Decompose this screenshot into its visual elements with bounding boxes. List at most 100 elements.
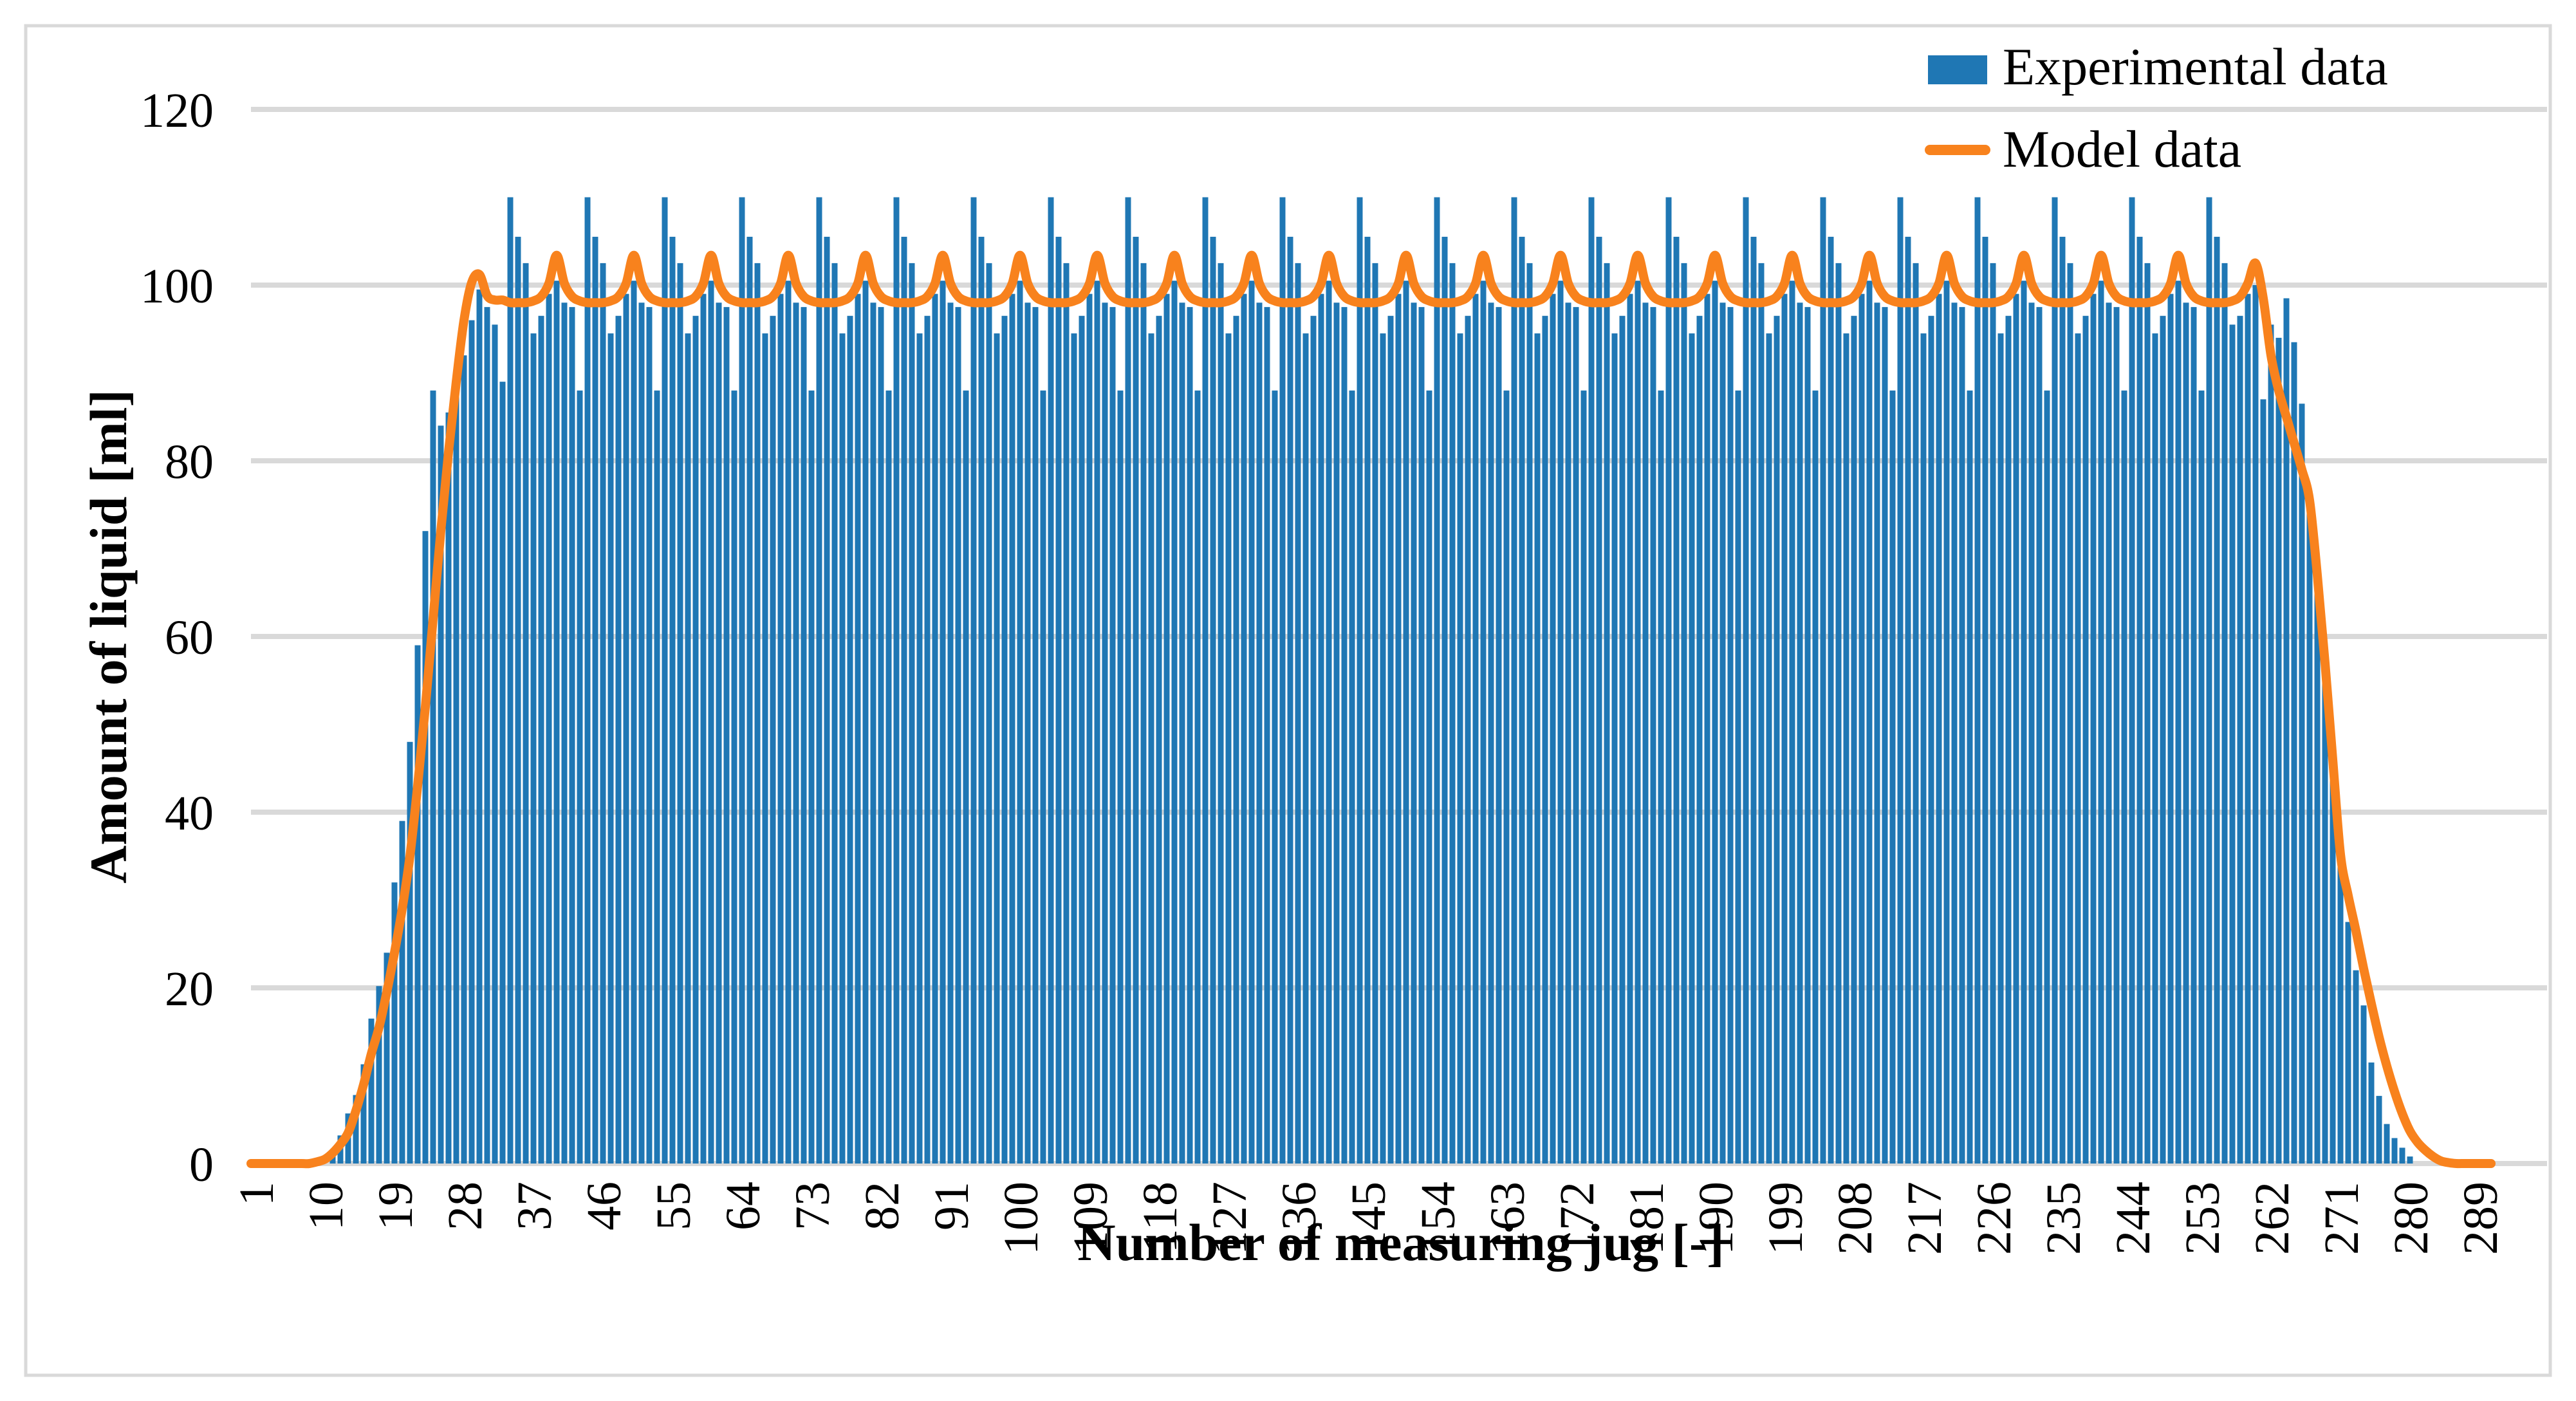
bar xyxy=(2013,293,2019,1164)
bar xyxy=(932,293,938,1164)
bar xyxy=(2214,236,2220,1164)
bar xyxy=(1727,307,1734,1164)
bar xyxy=(1650,307,1656,1164)
bar xyxy=(855,293,861,1164)
bar xyxy=(1125,197,1131,1164)
bar xyxy=(1071,333,1077,1164)
bar xyxy=(1465,315,1471,1164)
bar xyxy=(2129,197,2135,1164)
bar xyxy=(2167,293,2174,1164)
bar xyxy=(1843,333,1849,1164)
bar xyxy=(2322,680,2328,1164)
bar xyxy=(955,307,961,1164)
bar xyxy=(623,293,629,1164)
bar xyxy=(1048,197,1054,1164)
bar xyxy=(970,197,977,1164)
bar xyxy=(2090,293,2097,1164)
bar xyxy=(360,1064,367,1164)
bar xyxy=(407,741,413,1164)
bar xyxy=(739,197,745,1164)
bar xyxy=(1295,263,1301,1164)
legend: Experimental data Model data xyxy=(1925,37,2388,178)
bar xyxy=(1627,293,1633,1164)
bar xyxy=(2245,293,2251,1164)
x-tick-label: 28 xyxy=(438,1182,492,1230)
bar xyxy=(692,315,699,1164)
bar xyxy=(1357,197,1363,1164)
bar xyxy=(1210,236,1216,1164)
x-tick-label: 154 xyxy=(1411,1182,1465,1255)
bar xyxy=(1689,333,1695,1164)
bar xyxy=(1835,263,1842,1164)
bar xyxy=(1905,236,1911,1164)
bar xyxy=(2268,324,2274,1164)
bar xyxy=(1889,390,1896,1164)
bar xyxy=(1364,236,1371,1164)
bar xyxy=(2283,298,2290,1164)
bar xyxy=(1596,236,1602,1164)
bar xyxy=(1079,315,1085,1164)
bar xyxy=(1943,281,1950,1164)
bar xyxy=(2399,1147,2405,1164)
bar xyxy=(461,355,467,1164)
bar xyxy=(1387,315,1394,1164)
bar xyxy=(1040,390,1046,1164)
model-line xyxy=(246,250,2496,1169)
bar xyxy=(376,986,382,1164)
bar xyxy=(1202,197,1209,1164)
bar xyxy=(1897,197,1904,1164)
bar xyxy=(1233,315,1239,1164)
x-tick-label: 1 xyxy=(230,1182,284,1206)
bar xyxy=(1719,302,1726,1164)
x-tick-label: 262 xyxy=(2245,1182,2299,1255)
bar xyxy=(700,293,707,1164)
bar xyxy=(1171,281,1178,1164)
bar xyxy=(1488,302,1494,1164)
bar xyxy=(785,281,792,1164)
bar xyxy=(2082,315,2089,1164)
legend-label-model: Model data xyxy=(2003,120,2241,178)
bar xyxy=(1310,315,1317,1164)
bar xyxy=(1735,390,1741,1164)
bar xyxy=(754,263,761,1164)
x-tick-label: 226 xyxy=(1967,1182,2021,1255)
bar xyxy=(2075,333,2081,1164)
bar xyxy=(963,390,969,1164)
bar xyxy=(368,1018,375,1164)
x-tick-label: 289 xyxy=(2454,1182,2508,1255)
x-tick-label: 82 xyxy=(855,1182,909,1230)
bar xyxy=(592,236,598,1164)
bar xyxy=(1457,333,1463,1164)
bar xyxy=(723,307,730,1164)
bar xyxy=(947,302,954,1164)
bar xyxy=(669,236,676,1164)
x-tick-label: 73 xyxy=(786,1182,840,1230)
bar xyxy=(399,821,405,1164)
bar xyxy=(1341,307,1348,1164)
bar xyxy=(1712,281,1718,1164)
y-tick-label: 80 xyxy=(165,435,214,489)
bar xyxy=(2059,236,2066,1164)
bar xyxy=(530,333,537,1164)
bar xyxy=(2106,302,2112,1164)
bar xyxy=(2052,197,2058,1164)
bar xyxy=(384,952,390,1164)
bar xyxy=(484,307,490,1164)
bar xyxy=(777,293,784,1164)
bar xyxy=(1789,281,1795,1164)
bar xyxy=(685,333,691,1164)
x-tick-label: 163 xyxy=(1481,1182,1535,1255)
bar xyxy=(1472,293,1479,1164)
x-tick-label: 208 xyxy=(1828,1182,1882,1255)
bar xyxy=(553,281,560,1164)
bar xyxy=(1557,281,1564,1164)
bar xyxy=(801,307,807,1164)
bar xyxy=(746,236,753,1164)
bar xyxy=(862,281,869,1164)
bar xyxy=(353,1095,359,1164)
x-tick-label: 46 xyxy=(577,1182,631,1230)
bar xyxy=(577,390,583,1164)
bar xyxy=(2160,315,2166,1164)
x-tick-label: 235 xyxy=(2037,1182,2091,1255)
